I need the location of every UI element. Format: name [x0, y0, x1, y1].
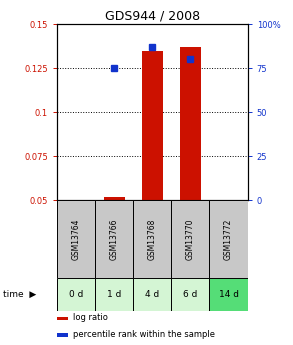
Text: GSM13768: GSM13768 — [148, 218, 157, 259]
Bar — [209, 200, 248, 278]
Bar — [104, 197, 125, 200]
Bar — [133, 200, 171, 278]
Text: 4 d: 4 d — [145, 289, 159, 299]
Text: 1 d: 1 d — [107, 289, 122, 299]
Text: log ratio: log ratio — [73, 313, 108, 322]
Text: 6 d: 6 d — [183, 289, 198, 299]
Text: GSM13770: GSM13770 — [186, 218, 195, 260]
Bar — [57, 334, 68, 337]
Bar — [209, 278, 248, 310]
Text: GSM13766: GSM13766 — [110, 218, 119, 260]
Bar — [142, 51, 163, 200]
Bar — [95, 278, 133, 310]
Text: percentile rank within the sample: percentile rank within the sample — [73, 330, 215, 339]
Bar — [133, 278, 171, 310]
Bar — [171, 200, 209, 278]
Bar — [95, 200, 133, 278]
Bar — [57, 200, 95, 278]
Text: 14 d: 14 d — [219, 289, 239, 299]
Text: 0 d: 0 d — [69, 289, 84, 299]
Text: GSM13764: GSM13764 — [72, 218, 81, 260]
Text: GSM13772: GSM13772 — [224, 218, 233, 259]
Text: time  ▶: time ▶ — [3, 289, 36, 299]
Bar — [180, 47, 201, 200]
Bar — [57, 317, 68, 321]
Bar — [57, 278, 95, 310]
Bar — [171, 278, 209, 310]
Title: GDS944 / 2008: GDS944 / 2008 — [105, 10, 200, 23]
